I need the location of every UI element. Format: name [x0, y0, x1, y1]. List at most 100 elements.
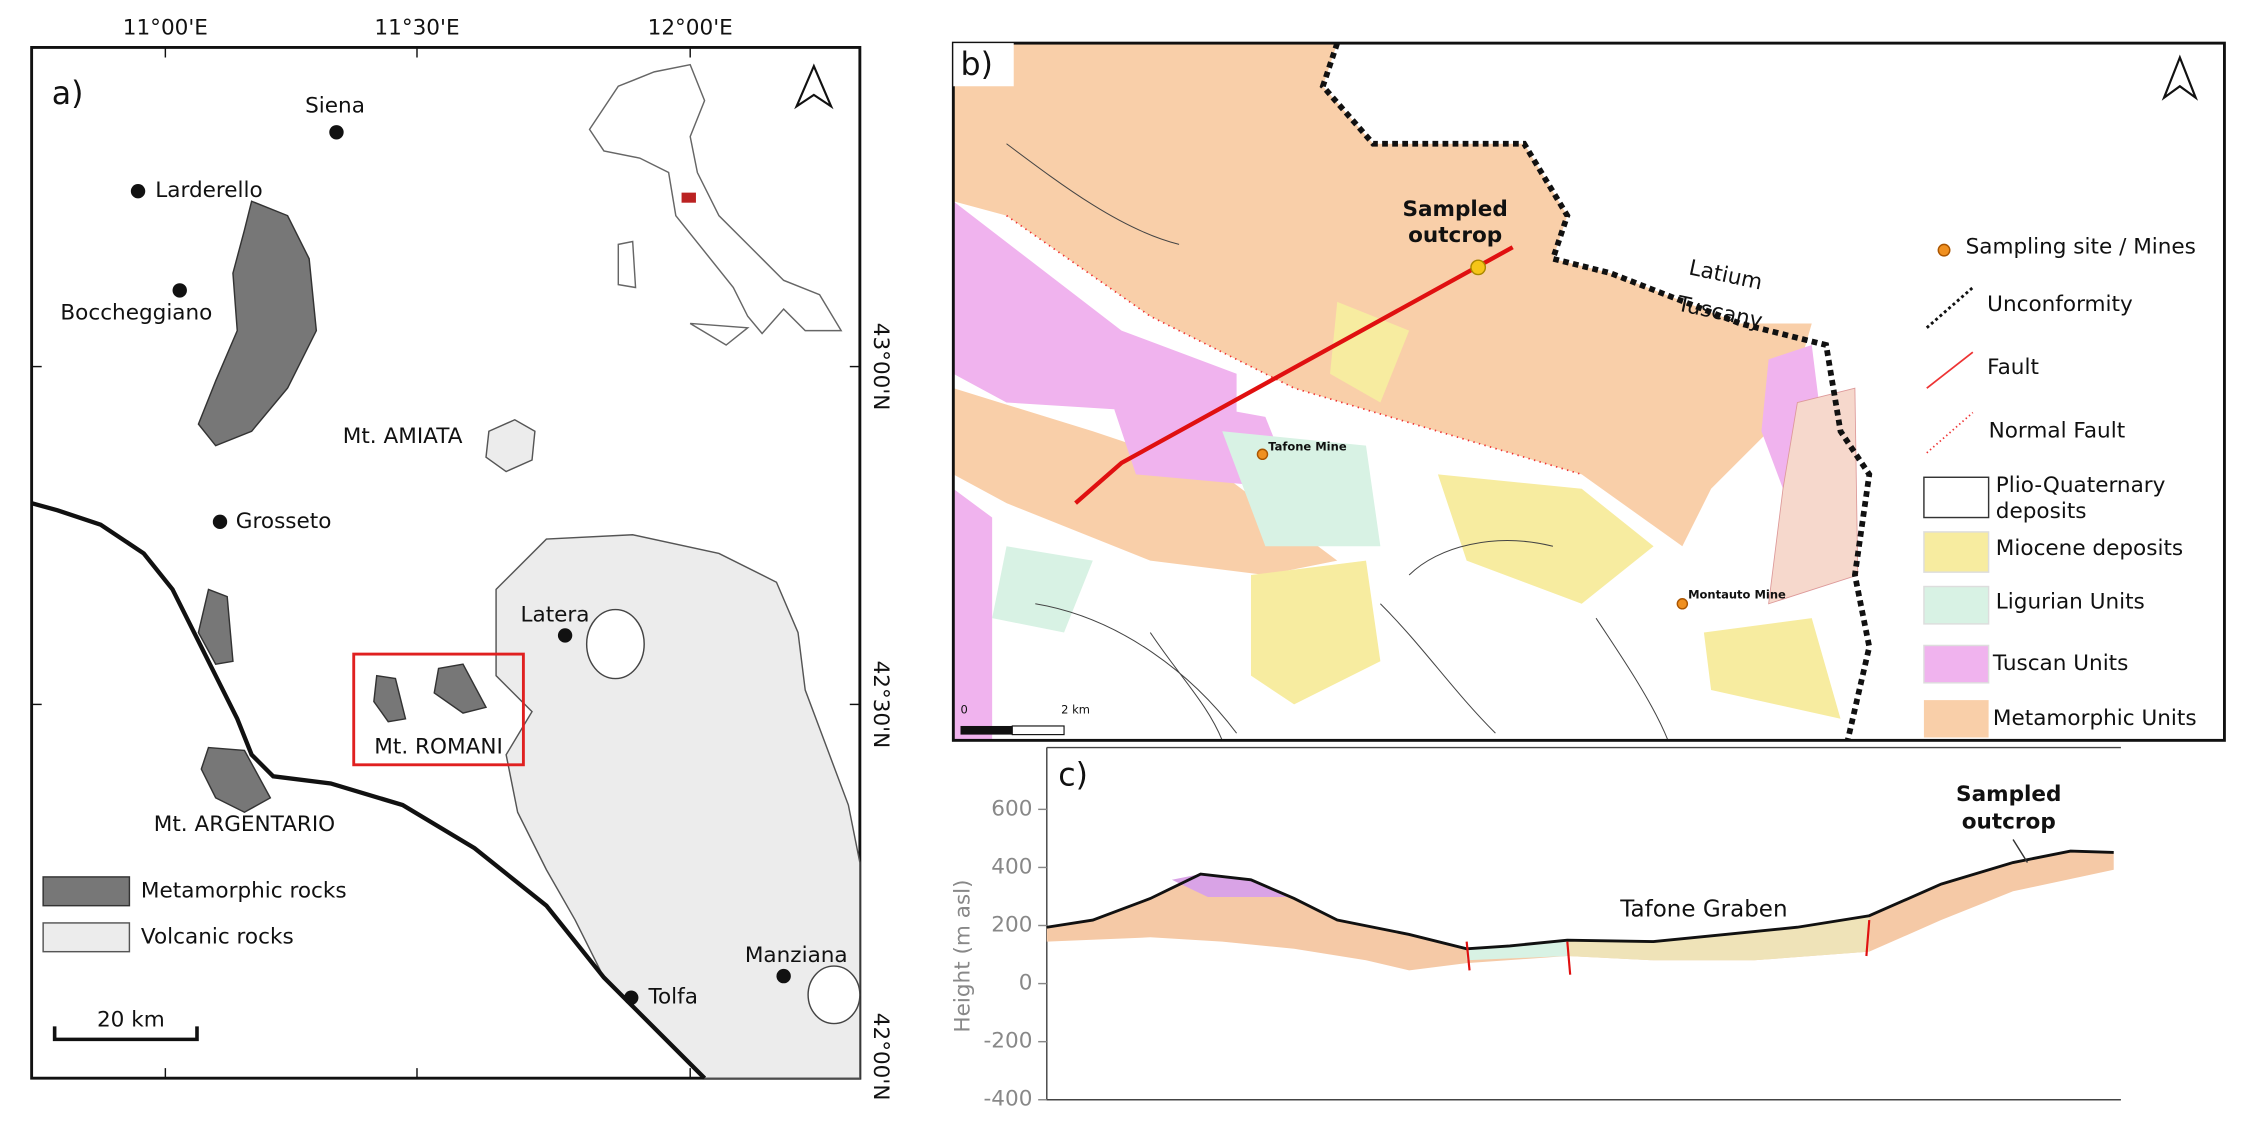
legend-swatch	[42, 876, 131, 907]
metamorphic	[197, 588, 234, 665]
legend-label: Fault	[1987, 355, 2039, 380]
y-tick-label: 600	[991, 796, 1032, 821]
legend-label: Miocene deposits	[1996, 536, 2183, 561]
topography	[1046, 849, 2114, 951]
legend-label: deposits	[1996, 499, 2087, 524]
metamorphic	[197, 200, 318, 447]
contacts	[1006, 143, 1669, 741]
frame	[951, 41, 2226, 742]
scale-label: 2 km	[1061, 703, 1090, 717]
inset-marker	[681, 192, 696, 203]
legend-label: Normal Fault	[1989, 418, 2126, 443]
north-arrow	[2161, 54, 2199, 101]
place: Mt. AMIATA	[343, 424, 463, 449]
annotation: outcrop	[1962, 809, 2056, 834]
mine-label: Tafone Mine	[1268, 440, 1347, 454]
legend-label: Plio-Quaternary	[1996, 473, 2166, 498]
panel-c: c) Height (m asl) Tafone Graben Sampled …	[950, 746, 2121, 1112]
place-dots	[130, 125, 791, 1005]
legend-label: Unconformity	[1987, 292, 2133, 317]
y-tick-label: -200	[984, 1029, 1033, 1054]
legend-label: Ligurian Units	[1996, 589, 2145, 614]
legend-label: Metamorphic Units	[1993, 706, 2197, 731]
legend-symbol	[1926, 351, 1974, 389]
legend-label: Tuscan Units	[1992, 651, 2128, 676]
place: Manziana	[745, 943, 848, 968]
scale-bar	[960, 725, 1013, 735]
ligurian-section	[1466, 940, 1568, 961]
legend-symbol	[1926, 411, 1974, 454]
mine	[1676, 598, 1689, 610]
mine	[1256, 448, 1269, 461]
legend-swatch	[1923, 644, 1990, 684]
panel-a: 11°00'E 11°30'E 12°00'E 43°00'N 42°30'N …	[30, 16, 893, 1101]
scale-label: 0	[961, 703, 968, 717]
amiata	[485, 418, 536, 473]
graticule-ticks	[31, 47, 860, 1079]
hatched-units	[1768, 387, 1859, 605]
legend-swatch	[1923, 700, 1989, 738]
sampled-site	[1470, 259, 1487, 276]
miocene-section	[1567, 915, 1870, 961]
panel-label: a)	[52, 76, 84, 112]
lat-label: 42°00'N	[868, 1013, 893, 1101]
y-tick-label: -400	[984, 1087, 1033, 1112]
lon-label: 12°00'E	[648, 16, 733, 41]
tuscan-section	[1171, 874, 1287, 898]
north-arrow	[794, 63, 834, 110]
y-tick-label: 400	[991, 854, 1032, 879]
sampled-label: outcrop	[1408, 223, 1502, 248]
place: Larderello	[155, 178, 262, 203]
place: Latera	[521, 602, 590, 627]
metamorphic-units	[953, 388, 1338, 576]
y-tick-label: 0	[1019, 971, 1033, 996]
caldera	[807, 965, 861, 1025]
miocene-deposits	[1250, 301, 1841, 719]
study-area	[352, 652, 525, 767]
ligurian-units	[992, 431, 1381, 633]
volcanic	[495, 534, 861, 1079]
y-axis-label: Height (m asl)	[950, 879, 975, 1032]
lon-label: 11°30'E	[374, 16, 459, 41]
legend-symbol	[1925, 286, 1974, 329]
caldera	[585, 608, 645, 680]
metamorphic	[433, 663, 488, 714]
annotation: Sampled	[1956, 782, 2061, 807]
annotation: Tafone Graben	[1619, 896, 1787, 922]
legend-label: Metamorphic rocks	[141, 878, 347, 903]
metamorphic-units	[953, 43, 1812, 547]
lat-label: 42°30'N	[868, 661, 893, 749]
legend-swatch	[1923, 476, 1990, 519]
place: Mt. ROMANI	[374, 735, 502, 760]
panel-b: b) Sampled outcrop Latium Tuscany Tafone…	[951, 41, 2226, 742]
lon-label: 11°00'E	[123, 16, 208, 41]
legend-symbol	[1937, 243, 1951, 257]
panel-label: b)	[961, 47, 993, 83]
lat-label: 43°00'N	[868, 323, 893, 411]
place: Boccheggiano	[60, 300, 212, 325]
leader	[2012, 839, 2029, 863]
y-tick-label: 200	[991, 913, 1032, 938]
faults	[1465, 919, 1871, 975]
sampled-label: Sampled	[1402, 197, 1507, 222]
section-line	[1074, 245, 1514, 505]
place: Siena	[305, 93, 365, 118]
metamorphic	[200, 746, 272, 814]
legend-swatch	[1923, 585, 1990, 625]
legend-label: Volcanic rocks	[141, 924, 294, 949]
mine-label: Montauto Mine	[1688, 588, 1786, 602]
panel-label: c)	[1058, 757, 1088, 793]
coastline	[31, 501, 707, 1080]
scale-bar	[52, 1026, 199, 1042]
scale-label: 20 km	[97, 1008, 165, 1033]
legend-swatch	[1923, 531, 1990, 573]
label-bg	[953, 43, 1014, 87]
place: Tolfa	[647, 985, 697, 1010]
legend-label: Sampling site / Mines	[1966, 234, 2196, 259]
legend-swatch	[42, 922, 131, 953]
place: Mt. ARGENTARIO	[154, 812, 335, 837]
italy-inset	[588, 63, 843, 346]
scale-bar	[1011, 725, 1065, 736]
